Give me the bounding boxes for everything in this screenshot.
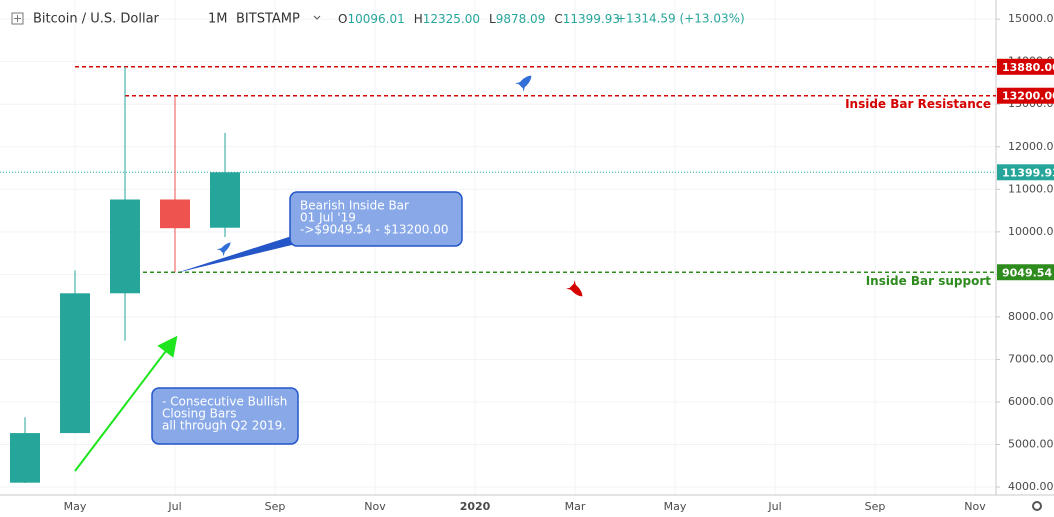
- x-tick-label: Nov: [964, 500, 986, 513]
- ohlc-item: O10096.01: [338, 12, 405, 26]
- ohlc-value: 11399.93: [563, 12, 620, 26]
- callout-text: Bearish Inside Bar: [300, 199, 409, 213]
- x-tick-label: Mar: [565, 500, 586, 513]
- rocket-icon: [515, 75, 532, 92]
- candle-body: [110, 199, 140, 294]
- level-badge: [997, 264, 1054, 281]
- ohlc-value: 10096.01: [347, 12, 404, 26]
- callout-text: - Consecutive Bullish: [162, 395, 287, 409]
- y-tick-label: 11000.00: [1008, 182, 1054, 195]
- x-tick-label: Nov: [364, 500, 386, 513]
- callout-text: Closing Bars: [162, 407, 236, 421]
- candle-body: [210, 172, 240, 228]
- candle-body: [10, 433, 40, 483]
- callout-text: ->$9049.54 - $13200.00: [300, 223, 449, 237]
- y-tick-label: 7000.00: [1008, 352, 1054, 365]
- symbol[interactable]: Bitcoin / U.S. Dollar: [33, 12, 160, 27]
- callout-text: 01 Jul '19: [300, 211, 356, 225]
- level-label: 9049.54: [1002, 266, 1052, 279]
- y-tick-label: 8000.00: [1008, 310, 1054, 323]
- candle-body: [60, 293, 90, 434]
- ohlc-item: H12325.00: [414, 12, 480, 26]
- level-label: 11399.93: [1002, 166, 1054, 179]
- callout-box: [289, 191, 463, 247]
- dropdown-icon[interactable]: [313, 15, 321, 20]
- level-label: 13880.00: [1002, 61, 1054, 74]
- level-name: Inside Bar support: [866, 274, 992, 288]
- x-tick-label: May: [64, 500, 87, 513]
- ohlc-label: C: [554, 12, 562, 26]
- ohlc-label: O: [338, 12, 347, 26]
- trend-arrow: [74, 335, 178, 472]
- x-tick-label: May: [664, 500, 687, 513]
- rocket-icon: [566, 280, 583, 297]
- x-tick-label: Jul: [767, 500, 781, 513]
- candle-body: [160, 199, 190, 229]
- x-tick-label: Jul: [167, 500, 181, 513]
- y-tick-label: 15000.00: [1008, 12, 1054, 25]
- callout-pointer: [176, 236, 296, 273]
- y-tick-label: 5000.00: [1008, 438, 1054, 451]
- y-tick-label: 10000.00: [1008, 225, 1054, 238]
- level-name: Inside Bar Resistance: [845, 97, 991, 111]
- ohlc-label: H: [414, 12, 423, 26]
- ohlc-label: L: [489, 12, 496, 26]
- settings-icon[interactable]: [1032, 501, 1042, 511]
- change: +1314.59 (+13.03%): [616, 12, 745, 26]
- ohlc-value: 9878.09: [496, 12, 546, 26]
- level-badge: [997, 58, 1054, 75]
- callout-text: all through Q2 2019.: [162, 419, 286, 433]
- interval[interactable]: 1M: [208, 12, 228, 27]
- x-tick-label: Sep: [865, 500, 886, 513]
- x-tick-label: 2020: [460, 500, 491, 513]
- exchange[interactable]: BITSTAMP: [236, 12, 300, 27]
- level-badge: [997, 164, 1054, 181]
- ohlc-item: C11399.93: [554, 12, 620, 26]
- callout-box: [151, 387, 299, 445]
- y-tick-label: 4000.00: [1008, 480, 1054, 493]
- level-label: 13200.00: [1002, 90, 1054, 103]
- ohlc-legend: O10096.01 H12325.00 L9878.09 C11399.93: [338, 12, 620, 26]
- ohlc-item: L9878.09: [489, 12, 545, 26]
- y-tick-label: 12000.00: [1008, 140, 1054, 153]
- expand-icon[interactable]: [11, 12, 24, 25]
- x-tick-label: Sep: [265, 500, 286, 513]
- rocket-icon: [216, 242, 231, 257]
- y-tick-label: 6000.00: [1008, 395, 1054, 408]
- ohlc-value: 12325.00: [423, 12, 480, 26]
- level-badge: [997, 87, 1054, 104]
